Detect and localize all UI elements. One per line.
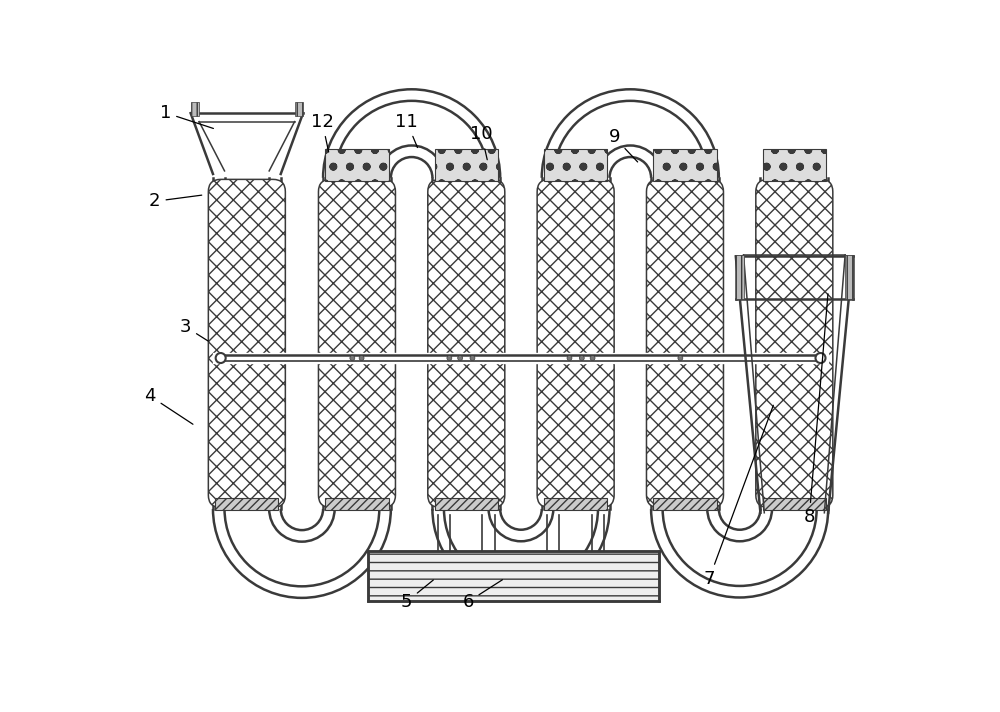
- Polygon shape: [489, 509, 553, 541]
- Circle shape: [590, 355, 595, 360]
- Polygon shape: [598, 145, 663, 178]
- Bar: [763, 149, 826, 181]
- Text: 1: 1: [160, 104, 213, 128]
- Bar: [215, 498, 278, 511]
- Text: 2: 2: [149, 192, 202, 210]
- Text: 6: 6: [462, 580, 502, 611]
- Polygon shape: [708, 509, 771, 540]
- Polygon shape: [707, 509, 772, 541]
- Text: 7: 7: [703, 405, 773, 587]
- Polygon shape: [489, 509, 553, 540]
- Bar: [736, 255, 744, 299]
- Bar: [435, 498, 498, 511]
- Circle shape: [567, 355, 572, 360]
- Polygon shape: [380, 146, 443, 178]
- Text: 4: 4: [144, 387, 193, 424]
- Bar: [191, 103, 199, 116]
- Bar: [653, 149, 717, 181]
- Bar: [544, 149, 607, 181]
- Polygon shape: [270, 509, 334, 541]
- Bar: [295, 103, 303, 116]
- Text: 8: 8: [804, 294, 828, 526]
- Bar: [763, 498, 826, 511]
- Text: 9: 9: [609, 128, 638, 162]
- Polygon shape: [269, 509, 335, 542]
- Circle shape: [216, 353, 226, 363]
- Text: 5: 5: [401, 580, 433, 611]
- Bar: [544, 498, 607, 511]
- FancyBboxPatch shape: [646, 179, 723, 508]
- FancyBboxPatch shape: [756, 179, 833, 508]
- Bar: [325, 149, 389, 181]
- Circle shape: [470, 355, 475, 360]
- Bar: [368, 551, 659, 602]
- Circle shape: [815, 353, 826, 363]
- Polygon shape: [599, 146, 662, 178]
- Bar: [435, 149, 498, 181]
- Polygon shape: [379, 145, 444, 178]
- Circle shape: [359, 355, 364, 360]
- Bar: [325, 498, 389, 511]
- Text: 12: 12: [311, 113, 334, 152]
- Circle shape: [447, 355, 452, 360]
- FancyBboxPatch shape: [428, 179, 505, 508]
- Text: 10: 10: [470, 125, 493, 159]
- FancyBboxPatch shape: [318, 179, 395, 508]
- Text: 3: 3: [180, 318, 208, 341]
- Circle shape: [678, 355, 683, 360]
- Text: 11: 11: [395, 113, 418, 147]
- Circle shape: [579, 355, 584, 360]
- Circle shape: [350, 355, 355, 360]
- Circle shape: [458, 355, 463, 360]
- FancyBboxPatch shape: [208, 179, 285, 508]
- FancyBboxPatch shape: [537, 179, 614, 508]
- Bar: [653, 498, 717, 511]
- Bar: [845, 255, 853, 299]
